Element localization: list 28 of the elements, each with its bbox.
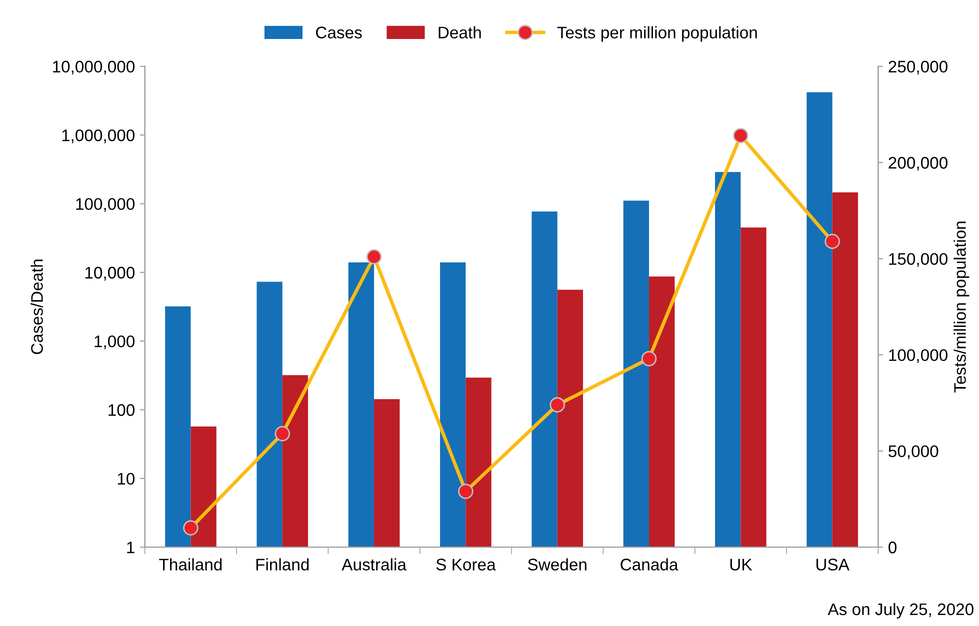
y2-tick-label: 200,000 xyxy=(888,156,948,171)
legend-label: Tests per million population xyxy=(557,26,757,42)
y-tick-label: 1,000 xyxy=(94,335,135,350)
y-tick-label: 10,000 xyxy=(85,266,135,281)
y-tick-label: 100,000 xyxy=(76,198,135,212)
x-tick-label: Thailand xyxy=(159,558,222,570)
y2-tick-label: 0 xyxy=(888,542,896,554)
x-tick-label: UK xyxy=(730,558,752,570)
x-tick-label: S Korea xyxy=(436,558,496,570)
y-tick-label: 1,000,000 xyxy=(62,129,135,144)
y2-tick-label: 50,000 xyxy=(888,445,938,460)
y-tick-label: 100 xyxy=(108,404,135,416)
y-axis-title: Cases/Death xyxy=(30,260,43,354)
y2-tick-label: 100,000 xyxy=(889,349,948,363)
x-tick-label: Australia xyxy=(342,558,406,570)
x-tick-label: Canada xyxy=(620,558,678,570)
y2-axis-title: Tests/million population xyxy=(954,222,970,393)
legend-label: Cases xyxy=(316,26,362,38)
legend-label: Death xyxy=(438,26,481,38)
x-tick-label: Sweden xyxy=(528,558,586,570)
y2-tick-label: 150,000 xyxy=(889,253,948,267)
x-tick-label: USA xyxy=(816,558,850,570)
y-tick-label: 10 xyxy=(118,472,135,485)
text: As on July 25, 2020 xyxy=(828,602,974,618)
y-tick-label: 10,000,000 xyxy=(53,60,135,75)
y2-tick-label: 250,000 xyxy=(888,60,948,75)
y-tick-label: 1 xyxy=(127,542,134,554)
x-tick-label: Finland xyxy=(256,558,309,570)
